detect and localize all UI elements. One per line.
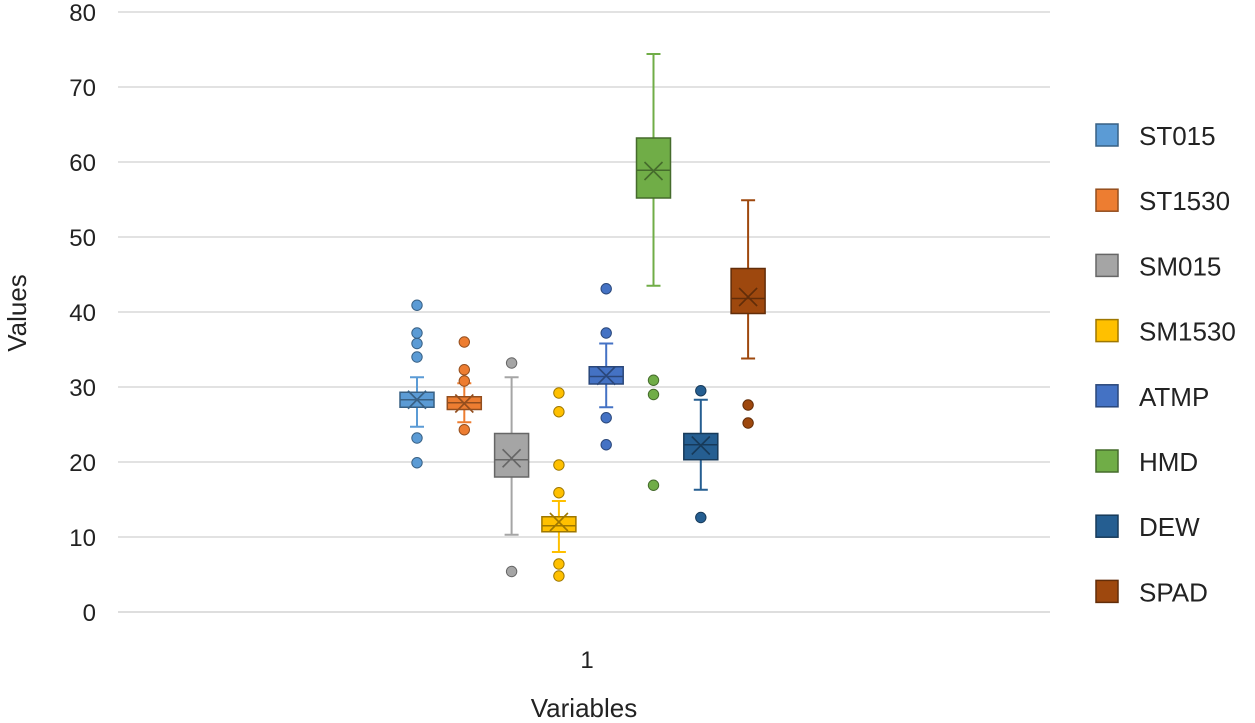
legend-label: SM015 [1139, 251, 1221, 281]
legend-swatch [1095, 123, 1119, 147]
box-iqr [493, 432, 530, 478]
legend-swatch [1095, 449, 1119, 473]
outlier-point [553, 558, 565, 570]
outlier-point [458, 336, 470, 348]
outlier-point [647, 479, 660, 491]
legend-item-dew: DEW [1095, 512, 1200, 542]
legend-item-spad: SPAD [1095, 577, 1208, 607]
outlier-point [411, 351, 423, 363]
legend-swatch [1095, 579, 1119, 604]
box-dew [683, 385, 719, 524]
legend-swatch [1095, 253, 1119, 278]
outlier-point [411, 457, 423, 469]
box-spad [730, 199, 766, 429]
y-tick-label: 70 [69, 75, 96, 102]
outlier-point [411, 327, 423, 339]
outlier-point [505, 565, 518, 578]
mean-marker [454, 393, 474, 414]
x-axis-title: Variables [531, 693, 637, 723]
x-axis-ticks: 1 [580, 647, 593, 674]
y-tick-label: 60 [69, 150, 96, 177]
y-tick-label: 0 [83, 600, 96, 627]
y-tick-label: 80 [69, 0, 96, 27]
box-st015 [399, 299, 435, 469]
outlier-point [647, 388, 660, 401]
legend-item-sm015: SM015 [1095, 251, 1221, 281]
legend-item-hmd: HMD [1095, 447, 1198, 477]
outlier-point [742, 417, 754, 429]
gridlines [118, 11, 1050, 613]
legend-label: SM1530 [1139, 317, 1236, 347]
legend-item-sm1530: SM1530 [1095, 317, 1236, 347]
mean-marker [643, 161, 664, 181]
box-series [399, 53, 766, 582]
box-iqr [541, 516, 577, 533]
outlier-point [600, 439, 612, 451]
box-st1530 [446, 336, 483, 436]
box-sm1530 [541, 387, 577, 582]
outlier-point [458, 424, 470, 436]
box-iqr [730, 267, 766, 315]
legend-item-atmp: ATMP [1095, 382, 1209, 412]
outlier-point [647, 374, 660, 386]
legend-label: DEW [1139, 512, 1200, 542]
outlier-point [600, 283, 612, 295]
outlier-point [695, 385, 707, 397]
outlier-point [553, 570, 565, 582]
y-tick-label: 30 [69, 375, 96, 402]
legend-swatch [1095, 188, 1119, 212]
legend-label: ST015 [1139, 121, 1216, 151]
mean-marker [549, 512, 569, 532]
outlier-point [742, 399, 754, 411]
box-sm015 [493, 357, 530, 578]
legend-swatch [1095, 318, 1119, 343]
box-iqr [635, 137, 672, 199]
outlier-point [695, 511, 707, 524]
legend: ST015 ST1530 SM015 SM1530 ATMP HMD DEW SPAD [1095, 121, 1236, 607]
legend-item-st015: ST015 [1095, 121, 1216, 151]
y-tick-label: 20 [69, 450, 96, 477]
outlier-point [600, 412, 612, 424]
mean-marker [407, 390, 427, 410]
legend-swatch [1095, 514, 1119, 538]
mean-marker [502, 448, 522, 468]
outlier-point [411, 337, 423, 350]
legend-item-st1530: ST1530 [1095, 186, 1230, 216]
y-axis-ticks: 0 10 20 30 40 50 60 70 80 [69, 0, 96, 627]
x-tick-label: 1 [580, 647, 593, 674]
outlier-point [458, 364, 470, 376]
legend-label: ST1530 [1139, 186, 1230, 216]
mean-marker [691, 435, 711, 456]
y-axis-title: Values [2, 274, 32, 352]
legend-swatch [1095, 384, 1119, 408]
outlier-point [553, 459, 565, 471]
outlier-point [553, 387, 565, 399]
outlier-point [553, 406, 565, 418]
mean-marker [738, 287, 758, 307]
outlier-point [458, 375, 470, 387]
mean-marker [596, 366, 616, 386]
legend-label: HMD [1139, 447, 1198, 477]
y-tick-label: 40 [69, 300, 96, 327]
outlier-point [411, 432, 423, 444]
outlier-point [600, 327, 612, 339]
outlier-point [411, 299, 423, 311]
y-tick-label: 50 [69, 225, 96, 252]
legend-label: ATMP [1139, 382, 1209, 412]
outlier-point [553, 487, 565, 499]
box-atmp [588, 283, 624, 451]
legend-label: SPAD [1139, 577, 1208, 607]
box-hmd [635, 53, 672, 491]
y-tick-label: 10 [69, 525, 96, 552]
outlier-point [505, 357, 518, 369]
